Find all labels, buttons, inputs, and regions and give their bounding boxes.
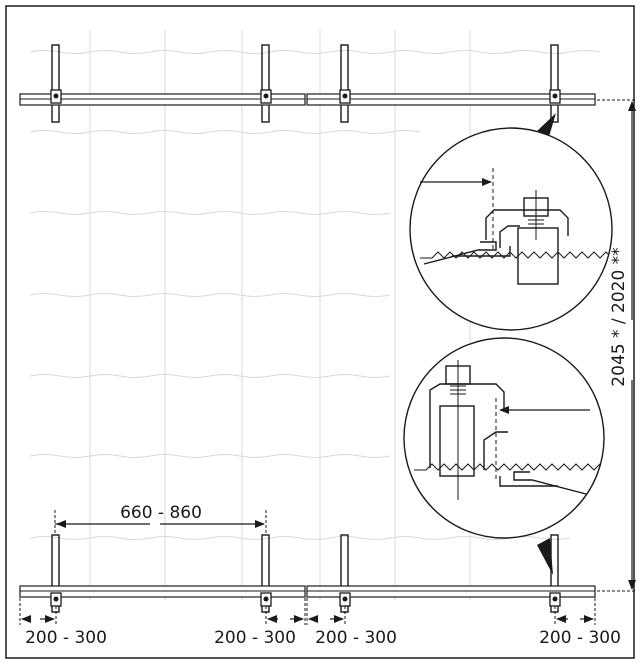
callout-pointer-bottom — [537, 538, 553, 575]
bottom-rails — [19, 585, 596, 607]
spacing-label: 660 - 860 — [120, 503, 202, 523]
edge-label-right: 200 - 300 — [539, 628, 621, 648]
detail-circle-top — [409, 127, 613, 331]
detail-circle-bottom — [403, 337, 605, 539]
edge-dimensions: 200 - 300 200 - 300 200 - 300 200 - 300 — [19, 598, 621, 648]
top-rails — [19, 89, 596, 106]
edge-label-left: 200 - 300 — [25, 628, 107, 648]
roof-tiles — [29, 30, 601, 600]
drawing-frame — [5, 5, 635, 659]
edge-label-mid-1: 200 - 300 — [214, 628, 296, 648]
height-label: 2045 * / 2020 ** — [609, 247, 629, 386]
roof-hooks-top — [51, 44, 559, 123]
edge-label-mid-2: 200 - 300 — [315, 628, 397, 648]
height-dimension: 2045 * / 2020 ** — [597, 99, 636, 592]
spacing-dimension: 660 - 860 — [54, 503, 267, 535]
